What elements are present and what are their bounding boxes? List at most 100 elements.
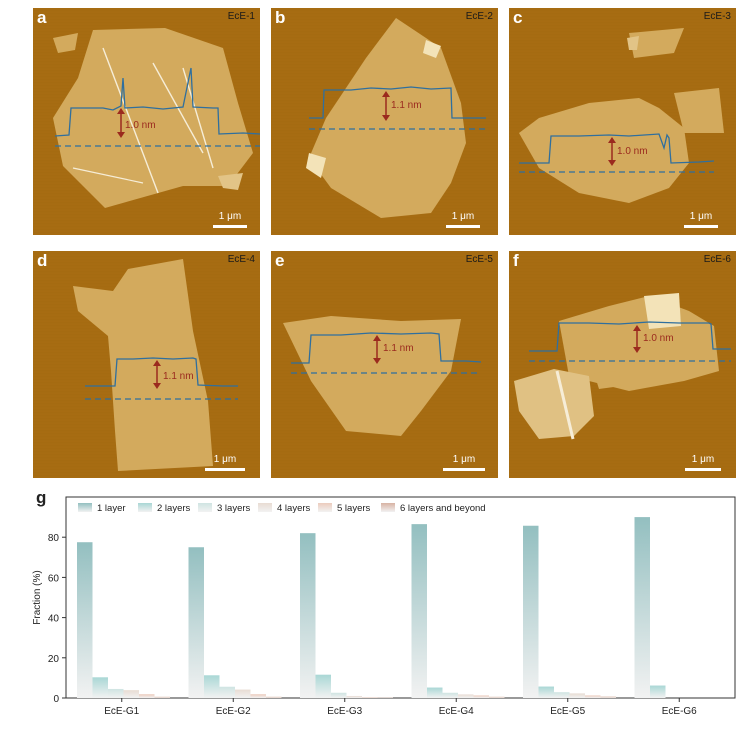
scalebar: [443, 468, 485, 471]
legend-swatch: [381, 503, 395, 512]
plot-frame: [65, 496, 736, 699]
bar: [188, 547, 204, 698]
sample-name: EcE-1: [227, 11, 255, 22]
flake: [283, 316, 461, 436]
legend-swatch: [138, 503, 152, 512]
bar: [123, 690, 139, 698]
afm-panel-b: b EcE-2 1.1 nm 1 μm: [271, 8, 498, 235]
scalebar: [685, 468, 721, 471]
afm-image-d: [73, 259, 238, 471]
bar: [108, 688, 124, 698]
height-profile: [519, 133, 715, 164]
y-tick-label: 40: [48, 614, 60, 625]
bar: [362, 696, 378, 698]
height-label: 1.0 nm: [617, 146, 648, 157]
scalebar-label: 1 μm: [452, 454, 476, 465]
height-profile: [529, 321, 731, 352]
panel-label: f: [513, 251, 519, 270]
bar: [458, 694, 474, 698]
bar: [204, 675, 220, 698]
panel-label: b: [275, 8, 286, 27]
bar: [331, 692, 347, 698]
legend-label: 5 layers: [337, 503, 371, 514]
legend-swatch: [258, 503, 272, 512]
panel-label: e: [275, 251, 285, 270]
bar: [523, 525, 539, 698]
height-profile: [54, 67, 260, 137]
flake-bright: [423, 40, 441, 58]
x-tick-label: EcE-G4: [439, 706, 474, 717]
legend-label: 1 layer: [97, 503, 126, 514]
afm-panel-a: a EcE-1 1.0 nm 1 μm: [33, 8, 260, 235]
x-tick-label: EcE-G1: [104, 706, 139, 717]
scalebar: [205, 468, 245, 471]
scalebar: [446, 225, 480, 228]
legend-label: 2 layers: [157, 503, 191, 514]
sample-name: EcE-3: [703, 11, 731, 22]
bar: [585, 695, 601, 698]
scalebar-label: 1 μm: [691, 454, 715, 465]
afm-image-a: [53, 28, 260, 208]
panel-label: c: [513, 8, 523, 27]
flake: [73, 259, 213, 471]
afm-image-e: [283, 316, 482, 436]
height-profile: [85, 357, 238, 387]
bar: [77, 542, 93, 698]
bar: [139, 694, 155, 698]
height-label: 1.1 nm: [163, 371, 194, 382]
bar: [300, 533, 316, 698]
height-profile: [291, 332, 482, 364]
legend-label: 3 layers: [217, 503, 251, 514]
legend-swatch: [78, 503, 92, 512]
x-tick-label: EcE-G6: [662, 706, 697, 717]
bar: [411, 524, 427, 698]
bar: [538, 686, 554, 698]
height-label: 1.1 nm: [383, 343, 414, 354]
flake-small: [629, 28, 684, 58]
bar: [219, 686, 235, 698]
bar: [427, 687, 443, 698]
scalebar-label: 1 μm: [218, 211, 242, 222]
bar: [489, 696, 505, 698]
sample-name: EcE-6: [703, 254, 731, 265]
scalebar-label: 1 μm: [689, 211, 713, 222]
panel-label: d: [37, 251, 48, 270]
scalebar-label: 1 μm: [213, 454, 237, 465]
sample-name: EcE-2: [465, 11, 493, 22]
x-tick-label: EcE-G5: [550, 706, 585, 717]
bar: [473, 695, 489, 698]
wrinkle: [102, 47, 159, 194]
wrinkle: [555, 370, 575, 440]
sample-name: EcE-5: [465, 254, 493, 265]
x-tick-label: EcE-G3: [327, 706, 362, 717]
scalebar: [684, 225, 718, 228]
bar: [569, 693, 585, 698]
afm-panel-d: d EcE-4 1.1 nm 1 μm: [33, 251, 260, 478]
panel-label: g: [36, 488, 47, 507]
bar: [634, 517, 650, 698]
bar: [266, 696, 282, 698]
scalebar-label: 1 μm: [451, 211, 475, 222]
bar: [154, 696, 170, 698]
layer-fraction-chart: 0 20 40 60 80 Fraction (%) EcE-G1 EcE-G2 EcE-G3 E…: [32, 496, 736, 717]
afm-panel-c: c EcE-3 1.0 nm 1 μm: [509, 8, 736, 235]
sample-name: EcE-4: [227, 254, 255, 265]
height-label: 1.0 nm: [643, 333, 674, 344]
flake-small: [594, 371, 621, 389]
legend-label: 4 layers: [277, 503, 311, 514]
panel-label: a: [37, 8, 47, 27]
y-tick-label: 20: [48, 654, 60, 665]
bar: [600, 696, 616, 698]
y-tick-label: 0: [53, 694, 59, 705]
y-axis-label: Fraction (%): [32, 570, 43, 624]
x-tick-label: EcE-G2: [216, 706, 251, 717]
bar: [235, 689, 251, 698]
flake: [53, 28, 253, 208]
afm-image-c: [519, 28, 724, 203]
height-label: 1.0 nm: [125, 120, 156, 131]
bar: [315, 674, 331, 698]
legend-label: 6 layers and beyond: [400, 503, 486, 514]
afm-image-f: [514, 293, 731, 440]
height-profile: [309, 86, 486, 119]
afm-panel-f: f EcE-6 1.0 nm 1 μm: [509, 251, 736, 478]
